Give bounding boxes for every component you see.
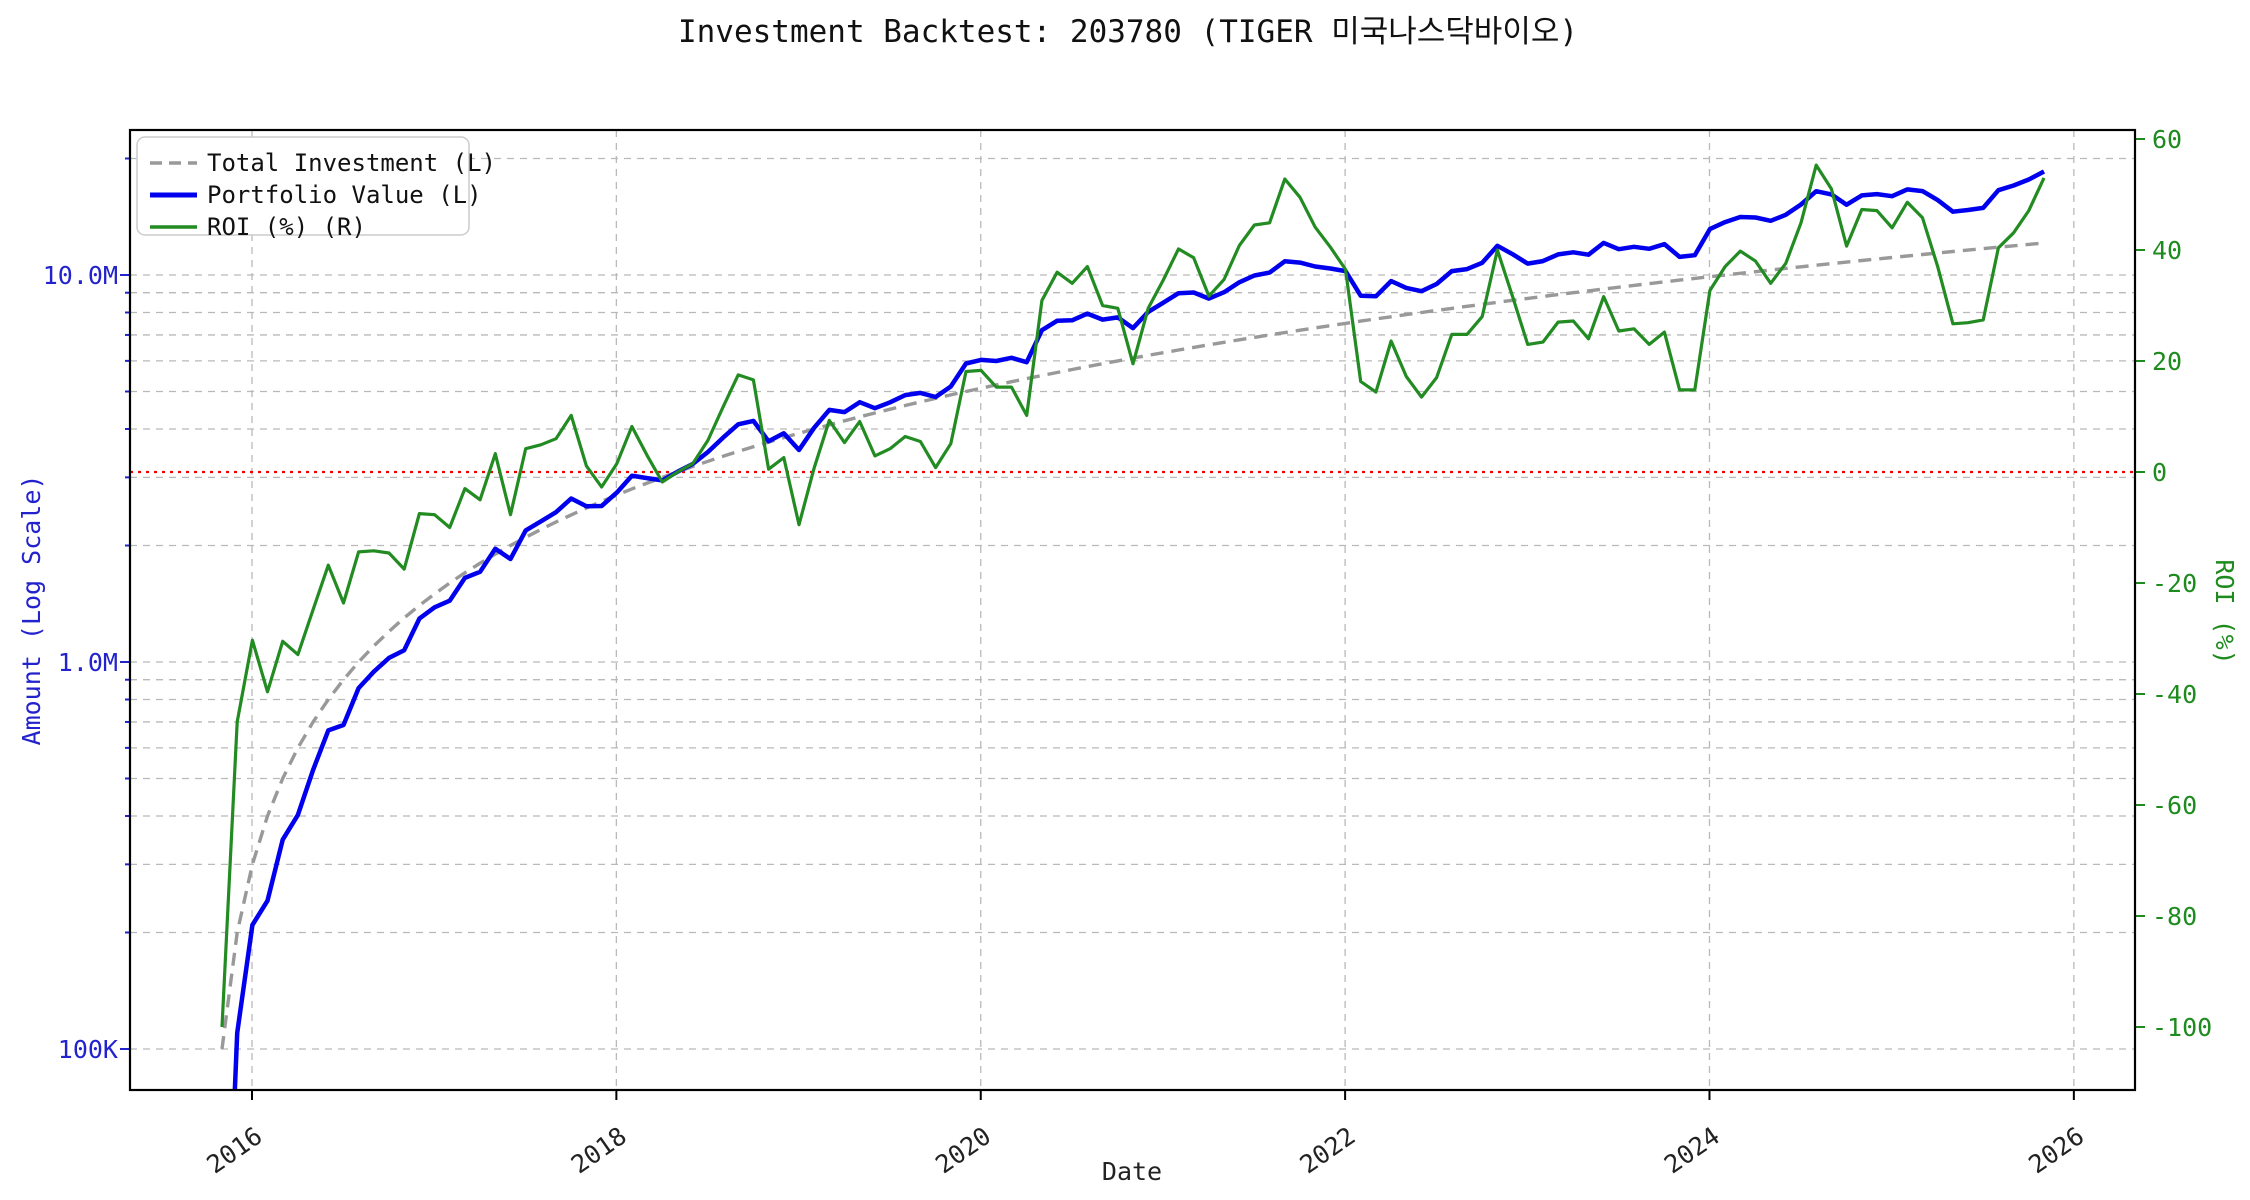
x-tick-label: 2016: [201, 1121, 267, 1179]
plot-border: [128, 128, 2137, 1092]
right-tick-label: -100: [2152, 1013, 2212, 1042]
x-tick-label: 2026: [2023, 1121, 2089, 1179]
x-tick-label: 2018: [566, 1121, 632, 1179]
chart-title: Investment Backtest: 203780 (TIGER 미국나스닥…: [678, 14, 1578, 50]
x-tick-label: 2024: [1659, 1121, 1725, 1179]
right-tick-label: -80: [2152, 902, 2197, 931]
legend: Total Investment (L) Portfolio Value (L) R…: [136, 136, 496, 241]
x-tick-label: 2022: [1295, 1121, 1361, 1179]
left-tick-label: 10.0M: [43, 261, 118, 290]
right-tick-label: 40: [2152, 236, 2182, 265]
right-tick-label: 0: [2152, 458, 2167, 487]
plot-area: [130, 130, 2135, 1090]
right-tick-label: -20: [2152, 569, 2197, 598]
left-tick-label: 1.0M: [58, 648, 118, 677]
legend-box: [136, 136, 470, 236]
right-tick-label: -60: [2152, 791, 2197, 820]
legend-label: Total Investment (L): [207, 149, 496, 177]
portfolio-value-line: [232, 169, 2046, 1090]
series-lines: [130, 163, 2135, 1090]
right-tick-label: -40: [2152, 680, 2197, 709]
left-axis-label: Amount (Log Scale): [17, 475, 46, 746]
x-tick-label: 2020: [930, 1121, 996, 1179]
left-tick-label: 100K: [58, 1035, 118, 1064]
right-tick-label: 20: [2152, 347, 2182, 376]
roi-line: [220, 163, 2046, 1028]
legend-label: ROI (%) (R): [207, 213, 366, 241]
right-tick-label: 60: [2152, 125, 2182, 154]
x-axis-label: Date: [1102, 1157, 1162, 1186]
legend-label: Portfolio Value (L): [207, 181, 482, 209]
right-axis-label: ROI (%): [2210, 559, 2239, 664]
